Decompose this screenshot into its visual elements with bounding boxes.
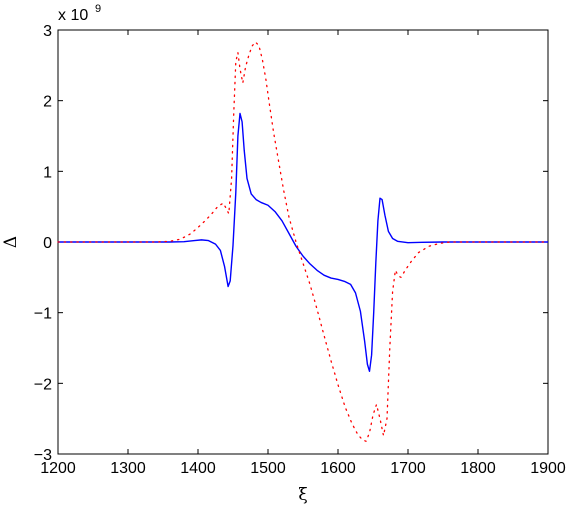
x-tick-label: 1400 <box>180 460 216 477</box>
y-tick-label: 0 <box>43 235 52 252</box>
x-tick-label: 1300 <box>110 460 146 477</box>
y-tick-label: 2 <box>43 94 52 111</box>
x-tick-label: 1600 <box>320 460 356 477</box>
x-tick-label: 1700 <box>390 460 426 477</box>
series-line-1 <box>58 112 548 373</box>
y-tick-label: −3 <box>34 447 52 464</box>
x-tick-label: 1800 <box>460 460 496 477</box>
y-axis-label: Δ <box>1 236 21 248</box>
y-axis: −3 −2 −1 0 1 2 3 <box>34 23 548 464</box>
y-exponent-power: 9 <box>95 3 101 15</box>
x-tick-label: 1500 <box>250 460 286 477</box>
y-tick-label: 3 <box>43 23 52 40</box>
series-line-2 <box>57 41 549 442</box>
series-layer <box>57 41 549 442</box>
x-axis: 1200 1300 1400 1500 1600 1700 1800 1900 <box>40 30 566 477</box>
x-tick-label: 1200 <box>40 460 76 477</box>
y-tick-label: −2 <box>34 376 52 393</box>
y-tick-label: −1 <box>34 306 52 323</box>
x-tick-label: 1900 <box>530 460 566 477</box>
y-tick-label: 1 <box>43 164 52 181</box>
y-exponent-base: x 10 <box>58 7 88 24</box>
x-axis-label: ξ <box>298 485 307 505</box>
